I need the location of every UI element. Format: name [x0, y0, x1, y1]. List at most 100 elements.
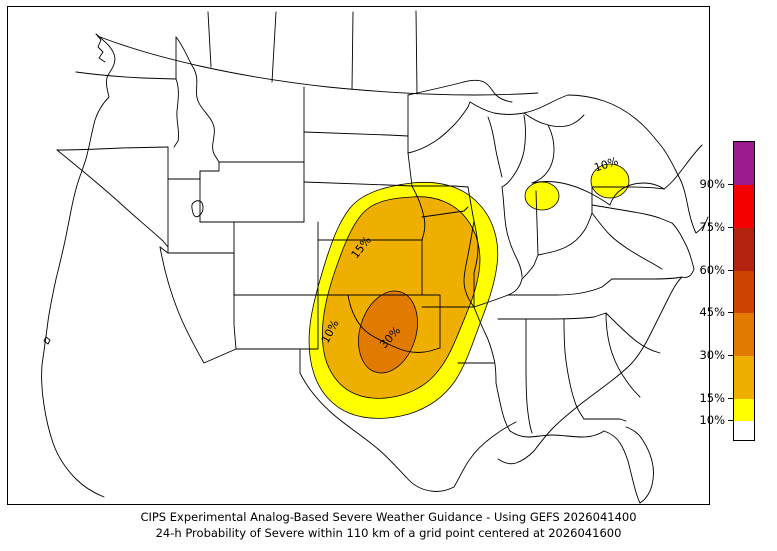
colorbar-label-75: 75% — [699, 219, 725, 234]
colorbar-tick-45 — [728, 312, 733, 314]
probability-contour-fills — [308, 163, 630, 419]
az-nm-border — [233, 252, 237, 350]
ok-ar-border — [425, 294, 441, 349]
contour-fill-10pct-ohio-valley — [524, 181, 560, 211]
il-in-border — [501, 186, 523, 278]
nd-sd-border — [303, 131, 409, 137]
lake-michigan-west — [487, 116, 503, 178]
tn-ms-al-ga-border — [497, 312, 607, 320]
nv-az-border — [159, 246, 169, 254]
puget-sound-detail — [95, 33, 106, 63]
colorbar-label-60: 60% — [699, 262, 725, 277]
in-oh-border — [535, 190, 539, 256]
us-canada-border — [99, 36, 539, 96]
gulf-coast — [509, 430, 605, 438]
ny-east — [679, 178, 697, 234]
lake-ontario — [609, 182, 665, 206]
va-wv-border — [591, 212, 663, 270]
mn-canada-border — [407, 79, 513, 103]
colorbar-label-45: 45% — [699, 305, 725, 320]
colorbar-segment-75-90 — [734, 184, 754, 228]
contour-fill-30pct-core — [358, 290, 418, 374]
va-nc-border — [611, 276, 683, 280]
md-de-nj-coast — [671, 222, 695, 270]
ia-il-border — [467, 186, 479, 308]
mn-wi-border — [407, 101, 471, 154]
colorbar-segment-below-10 — [734, 421, 754, 440]
mi-upper-peninsula — [523, 112, 585, 127]
east-coast — [497, 268, 695, 465]
caption-line-1: CIPS Experimental Analog-Based Severe We… — [140, 510, 637, 524]
geographic-boundaries — [41, 10, 709, 504]
lake-michigan-east — [501, 114, 526, 188]
or-ca-border — [56, 146, 169, 151]
colorbar-segment-15-30 — [734, 356, 754, 400]
wa-or-border — [75, 71, 177, 80]
ok-tx-border — [347, 294, 441, 353]
ms-al-border — [525, 318, 533, 434]
mo-il-border — [463, 220, 475, 308]
pa-ny-border — [591, 186, 665, 206]
colorbar-label-10: 10% — [699, 413, 725, 427]
map-panel: 15% 10% 30% 10% — [7, 6, 710, 505]
id-nv-ut-border — [167, 146, 201, 180]
nm-tx-border — [299, 294, 319, 350]
ar-ms-border — [473, 306, 497, 384]
nv-ca-border — [56, 149, 169, 248]
colorbar-segment-60-75 — [734, 227, 754, 271]
colorbar: 90% 75% 60% 45% 30% 15% 10% — [699, 141, 755, 441]
oh-wv-border — [537, 204, 593, 256]
caption-block: CIPS Experimental Analog-Based Severe We… — [0, 509, 777, 541]
florida-peninsula — [625, 426, 654, 504]
ga-fl-border — [583, 418, 627, 422]
canada-interior-2 — [271, 11, 277, 83]
colorbar-tick-10 — [728, 420, 733, 421]
lake-superior-south — [469, 94, 569, 115]
colorbar-label-30: 30% — [699, 348, 725, 363]
colorbar-label-90: 90% — [699, 176, 725, 191]
canada-interior-1 — [207, 11, 212, 68]
new-england-coast — [695, 216, 709, 234]
lake-erie-north — [531, 181, 611, 206]
sc-nc-border — [605, 312, 661, 354]
id-mt-border — [175, 36, 220, 163]
sc-ga-border — [605, 312, 641, 398]
colorbar-tick-90 — [728, 183, 733, 185]
la-ms-border — [495, 382, 511, 432]
id-wy-border — [199, 161, 220, 172]
contour-fill-10pct-pennsylvania — [590, 163, 630, 199]
ny-canada-border — [567, 94, 681, 180]
texas-gulf-coast — [453, 421, 517, 488]
colorbar-tick-60 — [728, 269, 733, 271]
lake-huron-west — [531, 124, 555, 184]
az-mexico-border — [159, 246, 237, 364]
colorbar-tick-75 — [728, 226, 733, 228]
colorbar-segment-30-45 — [734, 313, 754, 357]
caption-line-2: 24-h Probability of Severe within 110 km… — [155, 526, 622, 540]
in-ky-border — [521, 254, 539, 280]
texas-mexico-border — [299, 372, 455, 492]
sd-ne-border — [303, 181, 413, 187]
florida-panhandle — [603, 430, 641, 504]
wi-ia-il-border — [411, 185, 469, 188]
ky-tn-border — [507, 278, 613, 296]
colorbar-segment-10-15 — [734, 399, 754, 422]
canada-interior-4 — [415, 10, 418, 95]
nm-mexico-border — [235, 348, 301, 374]
st-lawrence — [663, 144, 703, 190]
salton-sea — [43, 336, 51, 345]
mo-ia-border — [421, 206, 469, 218]
colorbar-tick-15 — [728, 398, 733, 400]
al-ga-border — [563, 318, 585, 420]
colorbar-gradient — [733, 141, 755, 441]
colorbar-segment-45-60 — [734, 270, 754, 314]
colorbar-tick-30 — [728, 355, 733, 357]
canada-interior-3 — [351, 11, 354, 90]
pacific-coast — [41, 33, 116, 498]
colorbar-segment-90-100 — [734, 142, 754, 185]
us-map — [41, 10, 709, 504]
or-id-border — [173, 78, 179, 148]
pa-md-border — [591, 204, 673, 224]
great-salt-lake — [191, 200, 204, 218]
